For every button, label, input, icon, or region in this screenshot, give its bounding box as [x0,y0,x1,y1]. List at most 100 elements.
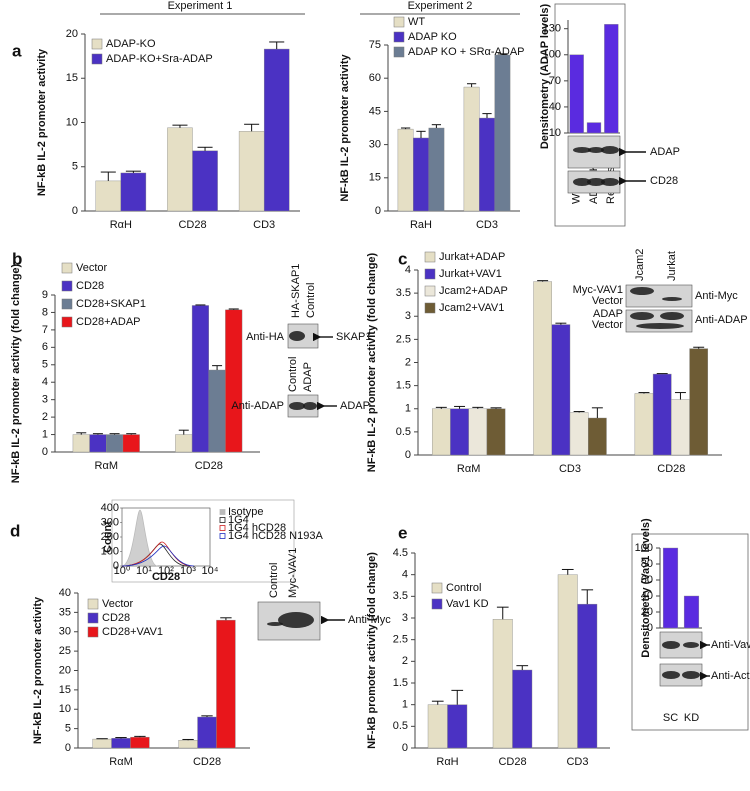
legend-label: ADAP-KO+Sra-ADAP [106,53,213,65]
chart-title: Experiment 1 [168,0,233,12]
y-tick-label: 2.5 [393,634,408,646]
y-tick-label: 6 [42,341,48,353]
annotation: Anti-ADAP [695,314,748,326]
x-tick-label: 10² [158,565,174,577]
annotation: Jcam2 [634,249,646,281]
bar [652,373,672,456]
x-tick-label: RαM [95,460,118,472]
bar [167,127,193,212]
y-tick-label: 3.5 [393,590,408,602]
bar [216,619,236,749]
bar [569,412,589,456]
legend-label: Vector [76,262,108,274]
annotation: Vector [592,319,624,331]
bar [671,399,690,456]
blot-band [682,671,700,679]
bar [208,369,226,453]
legend-swatch [424,251,436,263]
bar [463,86,480,212]
panel-label: e [398,523,407,542]
blot-band [278,612,314,628]
legend-label: Vector [102,598,134,610]
chart-title: Experiment 2 [408,0,473,12]
bar [662,547,679,629]
annotation: ADAP [650,146,680,158]
y-tick-label: 0 [402,742,408,754]
y-tick-label: 0 [42,446,48,458]
legend-label: Isotype [228,506,263,518]
bar [178,740,198,749]
annotation: ADAP [593,308,623,320]
x-tick-label: CD3 [253,219,275,231]
y-tick-label: 2 [405,356,411,368]
y-tick-label: 0 [405,449,411,461]
x-tick-label: RaH [410,219,432,231]
y-tick-label: 10 [59,703,71,715]
y-tick-label: 0 [65,742,71,754]
legend-swatch [431,582,443,594]
legend-label: CD28+VAV1 [102,626,163,638]
y-tick-label: 100 [101,545,119,557]
y-tick-label: 4 [405,264,411,276]
blot-band [573,147,591,153]
legend-swatch [91,38,103,50]
legend-label: 1G4 hCD28 N193A [228,530,323,542]
bar [689,348,709,456]
annotation: HA-SKAP1 [290,264,302,318]
bar [577,603,598,749]
x-tick-label: CD28 [195,460,223,472]
y-tick-label: 4.5 [393,547,408,559]
y-tick-label: 25 [59,645,71,657]
y-tick-label: 75 [369,39,381,51]
x-tick-label: CD28 [193,756,221,768]
bar [569,54,584,134]
annotation: Control [268,563,280,598]
x-tick-label: RαH [110,219,132,231]
y-tick-label: 100 [635,542,653,554]
bar [486,408,506,456]
y-tick-label: 15 [59,684,71,696]
bar [238,131,265,212]
bar [447,704,468,749]
annotation: ADAP [302,362,314,392]
panel-label: b [12,249,22,268]
legend-label: Jcam2+ADAP [439,285,508,297]
x-tick-label: KD [684,712,699,724]
y-tick-label: 3 [405,310,411,322]
panel-label: d [10,521,20,540]
legend-label: Jurkat+VAV1 [439,268,502,280]
y-tick-label: 10 [66,116,78,128]
blot-band [587,178,605,186]
legend-swatch [87,598,99,610]
y-tick-label: 30 [369,139,381,151]
bar [92,738,112,749]
blot-band [303,402,317,410]
y-axis-label: Densitometry (Vav1 levels) [640,518,652,658]
blot-band [662,671,680,679]
y-tick-label: 15 [66,72,78,84]
annotation: Vector [592,295,624,307]
x-tick-label: 10¹ [136,565,152,577]
y-tick-label: 100 [543,49,561,61]
annotation: Anti-ADAP [231,400,284,412]
y-tick-label: 15 [369,172,381,184]
legend-label: Jcam2+VAV1 [439,302,504,314]
legend-label: ADAP KO [408,31,457,43]
x-tick-label: SC [663,712,678,724]
legend-swatch [91,53,103,65]
x-tick-label: CD3 [476,219,498,231]
legend-label: CD28+SKAP1 [76,298,146,310]
y-tick-label: 80 [641,558,653,570]
bar [192,150,218,212]
y-tick-label: 20 [641,606,653,618]
y-axis-label: NF-kB IL-2 promoter activity [32,596,44,744]
legend-swatch [424,302,436,314]
blot-band [662,297,682,301]
blot-band [289,402,305,410]
y-axis-label: NF-kB IL-2 promoter activity (fold chang… [366,252,378,472]
legend-label: ADAP-KO [106,38,156,50]
y-axis-label: Count [102,521,114,553]
bar [120,172,147,212]
